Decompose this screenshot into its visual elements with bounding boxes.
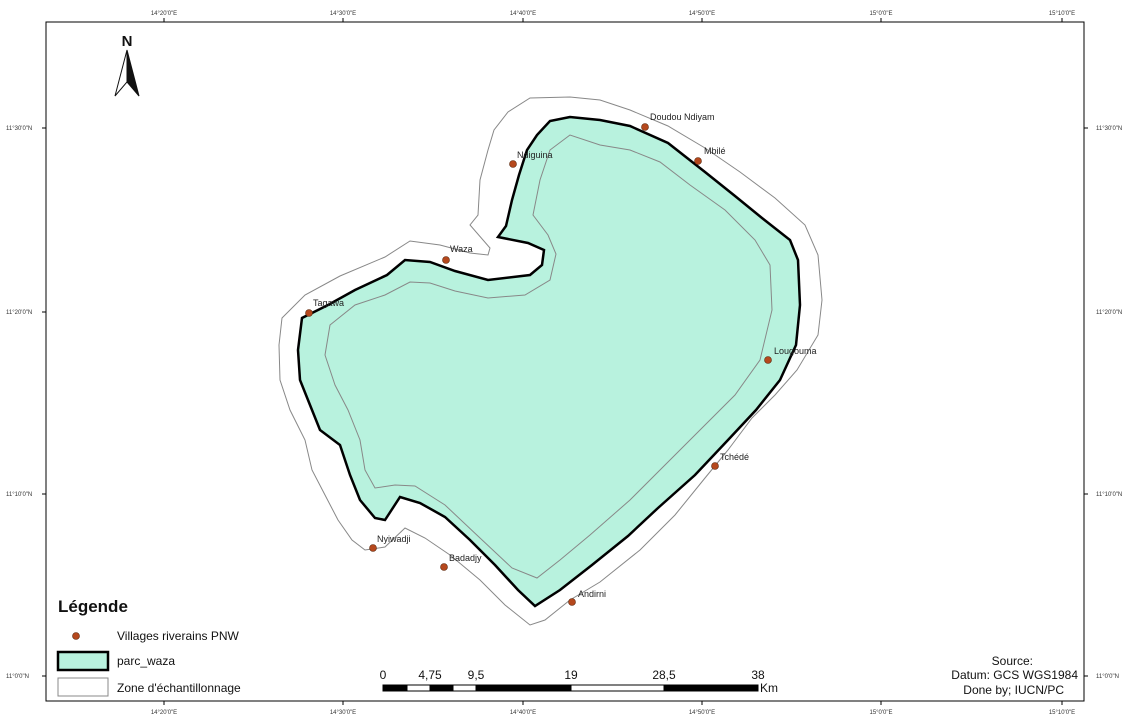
lon-label-top-3: 14°40'0"E	[510, 11, 536, 17]
village-label: Tchédé	[720, 452, 749, 462]
village-label: Tagawa	[313, 298, 344, 308]
village-nyiwadji: Nyiwadji	[369, 534, 411, 552]
village-waza: Waza	[442, 244, 473, 264]
village-dot	[694, 157, 702, 165]
lon-label-bottom-6: 15°10'0"E	[1049, 710, 1075, 716]
legend-label: Zone d'échantillonnage	[117, 681, 241, 695]
scale-bar: 0 4,75 9,5 19 28,5 38 Km	[380, 668, 778, 695]
graticule-ticks	[42, 18, 1088, 705]
scale-label-3: 19	[564, 668, 578, 682]
lon-label-bottom-3: 14°40'0"E	[510, 710, 536, 716]
lon-label-top-6: 15°10'0"E	[1049, 11, 1075, 17]
scale-segment	[475, 684, 572, 692]
lat-label-right-4: 11°0'0"N	[1096, 674, 1119, 680]
village-label: Badadjy	[449, 553, 482, 563]
park-polygon	[296, 115, 802, 608]
village-doudou-ndiyam: Doudou Ndiyam	[641, 112, 715, 131]
village-label: Nyiwadji	[377, 534, 411, 544]
source-block: Source: Datum: GCS WGS1984 Done by; IUCN…	[951, 654, 1078, 697]
lat-label-right-1: 11°30'0"N	[1096, 126, 1122, 132]
lon-label-bottom-5: 15°0'0"E	[869, 710, 892, 716]
lon-label-top-4: 14°50'0"E	[689, 11, 715, 17]
village-dot	[509, 160, 517, 168]
legend-item-villages: Villages riverains PNW	[72, 629, 239, 643]
source-credit: Done by; IUCN/PC	[963, 683, 1064, 697]
lat-label-left-2: 11°20'0"N	[6, 310, 32, 316]
village-tchede: Tchédé	[711, 452, 749, 470]
village-badadjy: Badadjy	[440, 553, 482, 571]
north-arrow: N	[114, 33, 140, 97]
scale-label-2: 9,5	[468, 668, 485, 682]
village-label: Lougouma	[774, 346, 817, 356]
lon-label-top-2: 14°30'0"E	[330, 11, 356, 17]
village-dot	[711, 462, 719, 470]
source-title: Source:	[992, 654, 1033, 668]
scale-segment	[382, 684, 408, 692]
legend-point-swatch	[72, 632, 80, 640]
village-label: Waza	[450, 244, 473, 254]
scale-segment	[452, 684, 477, 692]
lon-label-bottom-1: 14°20'0"E	[151, 710, 177, 716]
village-dot	[369, 544, 377, 552]
village-dot	[305, 309, 313, 317]
village-dot	[442, 256, 450, 264]
legend: Légende Villages riverains PNW parc_waza…	[56, 597, 241, 697]
scale-segment	[663, 684, 759, 692]
north-arrow-right-half	[126, 49, 140, 97]
lon-label-top-1: 14°20'0"E	[151, 11, 177, 17]
legend-label: parc_waza	[117, 654, 175, 668]
lon-label-top-5: 15°0'0"E	[869, 11, 892, 17]
scale-unit: Km	[760, 681, 778, 695]
north-letter: N	[122, 33, 133, 50]
source-datum: Datum: GCS WGS1984	[951, 668, 1078, 682]
lat-label-left-4: 11°0'0"N	[6, 674, 29, 680]
village-label: Andirni	[578, 589, 606, 599]
inner-zone-line	[324, 134, 773, 579]
lat-label-left-1: 11°30'0"N	[6, 126, 32, 132]
legend-polygon-swatch	[56, 650, 110, 672]
village-dot	[440, 563, 448, 571]
village-dot	[764, 356, 772, 364]
legend-outline-swatch	[57, 677, 109, 697]
lat-label-right-3: 11°10'0"N	[1096, 492, 1122, 498]
lon-label-bottom-4: 14°50'0"E	[689, 710, 715, 716]
legend-item-zone: Zone d'échantillonnage	[57, 677, 241, 697]
legend-label: Villages riverains PNW	[117, 629, 239, 643]
scale-label-1: 4,75	[418, 668, 442, 682]
village-lougouma: Lougouma	[764, 346, 817, 364]
legend-title: Légende	[58, 597, 128, 616]
scale-label-0: 0	[380, 668, 387, 682]
scale-segment	[570, 684, 665, 692]
village-dot	[641, 123, 649, 131]
sampling-zone-outline	[278, 96, 823, 626]
legend-item-park: parc_waza	[56, 650, 175, 672]
village-dot	[568, 598, 576, 606]
scale-label-5: 38	[751, 668, 765, 682]
scale-label-4: 28,5	[652, 668, 676, 682]
village-label: Ndiguina	[517, 150, 553, 160]
village-ndiguina: Ndiguina	[509, 150, 553, 168]
village-label: Mbilé	[704, 146, 726, 156]
lat-label-left-3: 11°10'0"N	[6, 492, 32, 498]
village-mbile: Mbilé	[694, 146, 726, 165]
scale-segment	[429, 684, 454, 692]
lat-label-right-2: 11°20'0"N	[1096, 310, 1122, 316]
village-label: Doudou Ndiyam	[650, 112, 715, 122]
lon-label-bottom-2: 14°30'0"E	[330, 710, 356, 716]
village-tagawa: Tagawa	[305, 298, 344, 317]
village-andirni: Andirni	[568, 589, 606, 606]
scale-segment	[406, 684, 431, 692]
